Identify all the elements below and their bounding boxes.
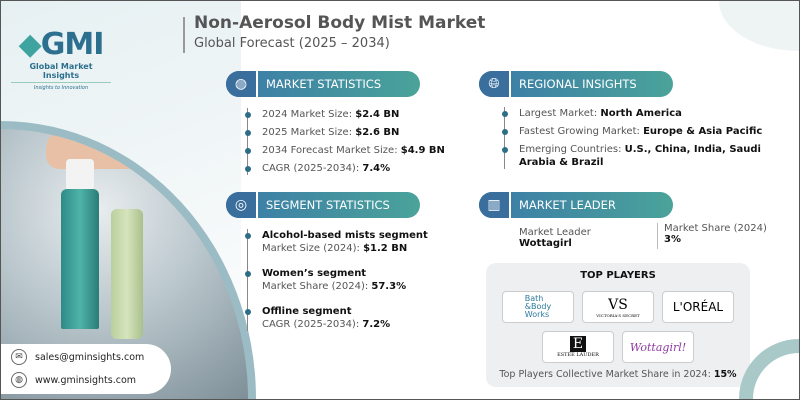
decorative-circle <box>719 1 799 51</box>
email-link[interactable]: ✉ sales@gminsights.com <box>1 347 171 367</box>
gmi-logo: ◆GMI Global Market Insights Insights to … <box>11 27 111 91</box>
market-leader: Market Leader Wottagirl <box>519 227 591 249</box>
top-players-panel: TOP PLAYERS Bath &Body Works VS VICTORIA'S … <box>486 263 750 387</box>
list-item: CAGR (2025-2034): 7.4% <box>244 162 445 175</box>
loreal-logo: L'ORÉAL <box>662 291 734 323</box>
list-item: Women’s segment Market Share (2024): 57.3… <box>244 267 428 293</box>
top-players-share: Top Players Collective Market Share in 2… <box>499 369 737 380</box>
mail-icon: ✉ <box>11 349 27 365</box>
list-item: 2034 Forecast Market Size: $4.9 BN <box>244 144 445 157</box>
wottagirl-logo: Wottagirl! <box>622 331 694 363</box>
regional-insights-header: 🌐︎ REGIONAL INSIGHTS <box>479 71 673 97</box>
victorias-secret-logo: VS VICTORIA'S SECRET <box>582 291 654 323</box>
market-statistics-list: 2024 Market Size: $2.4 BN 2025 Market Si… <box>244 108 445 175</box>
regional-insights-list: Largest Market: North America Fastest Gr… <box>501 107 774 169</box>
estee-lauder-logo: E ESTÉE LAUDER <box>542 331 614 363</box>
market-statistics-header: ◍ MARKET STATISTICS <box>226 71 420 97</box>
page-subtitle: Global Forecast (2025 – 2034) <box>194 36 390 51</box>
globe-chart-icon: ◍ <box>226 71 258 97</box>
list-item: Largest Market: North America <box>501 107 774 120</box>
globe-icon: ◍ <box>11 372 27 388</box>
list-item: 2024 Market Size: $2.4 BN <box>244 108 445 121</box>
target-chart-icon: ◎ <box>226 192 258 218</box>
building-chart-icon: ▥ <box>479 192 511 218</box>
website-link[interactable]: ◍ www.gminsights.com <box>1 370 171 390</box>
contact-box: ✉ sales@gminsights.com ◍ www.gminsights.co… <box>1 344 171 394</box>
list-item: Emerging Countries: U.S., China, India, … <box>501 143 774 169</box>
bath-body-works-logo: Bath &Body Works <box>502 291 574 323</box>
list-item: 2025 Market Size: $2.6 BN <box>244 126 445 139</box>
list-item: Alcohol-based mists segment Market Size (… <box>244 229 428 255</box>
page-title: Non-Aerosol Body Mist Market <box>194 13 486 33</box>
market-leader-share: Market Share (2024) 3% <box>657 223 767 249</box>
globe-icon: 🌐︎ <box>479 71 511 97</box>
segment-statistics-header: ◎ SEGMENT STATISTICS <box>226 192 420 218</box>
list-item: Offline segment CAGR (2025-2034): 7.2% <box>244 305 428 331</box>
segment-statistics-list: Alcohol-based mists segment Market Size (… <box>244 229 428 331</box>
market-leader-header: ▥ MARKET LEADER <box>479 192 673 218</box>
list-item: Fastest Growing Market: Europe & Asia Pa… <box>501 125 774 138</box>
